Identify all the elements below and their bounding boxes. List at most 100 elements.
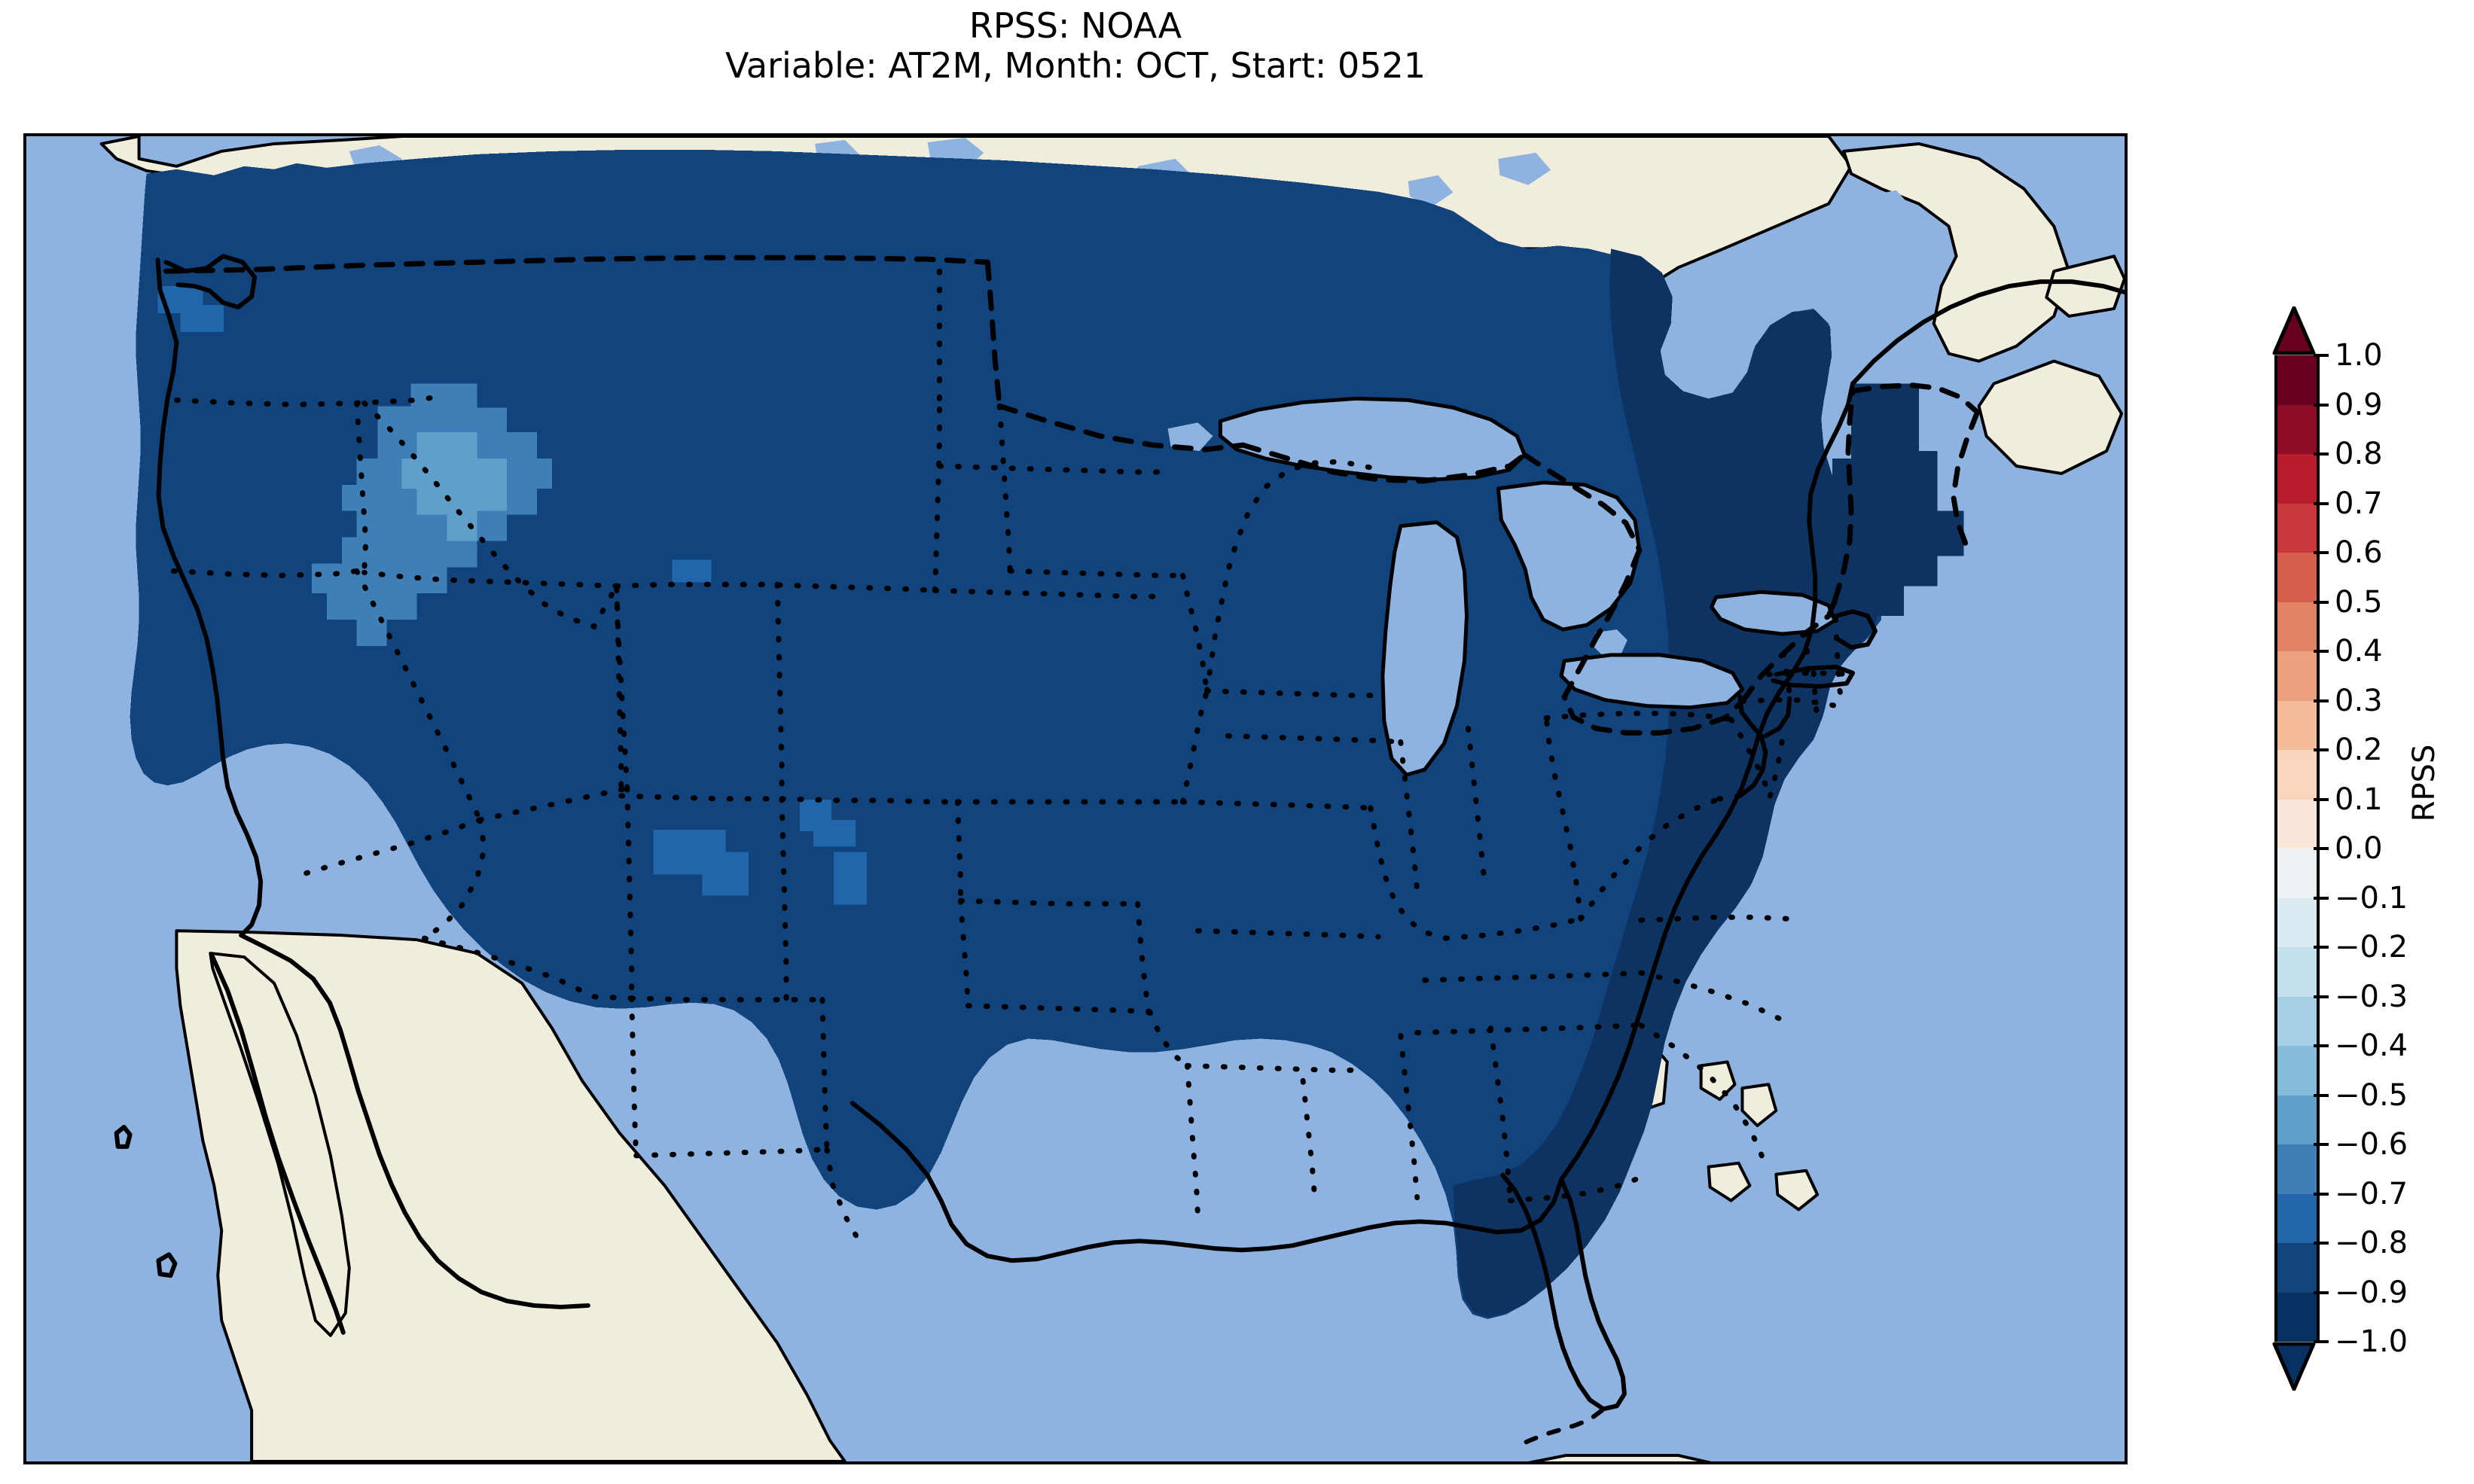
colorbar-tick: [2314, 354, 2329, 357]
colorbar-segment: [2277, 799, 2317, 849]
border-ok-ks-east: [1135, 900, 1153, 1024]
border-lake-superior: [1240, 442, 1527, 484]
nova-scotia: [1977, 359, 2124, 475]
colorbar-segment: [2277, 1095, 2317, 1144]
lake-ontario: [1711, 592, 1835, 634]
shoreline-huron: [1496, 480, 1642, 632]
colorbar-extend-top-arrow: [2272, 306, 2316, 355]
border-ct-ri: [1811, 670, 1820, 716]
colorbar-tick: [2314, 1291, 2329, 1294]
rpss-cell-group-idaho-core: [401, 432, 508, 541]
border-az-nm-south: [629, 995, 639, 1159]
coastline-florida-keys: [1514, 1408, 1604, 1449]
map-graphic: [26, 136, 2125, 1461]
coastline-long-island: [1771, 664, 1856, 689]
colorbar-tick: [2314, 699, 2329, 702]
colorbar-tick-label: 1.0: [2335, 338, 2383, 373]
colorbar-tick-label: 0.6: [2335, 535, 2383, 570]
colorbar-segment: [2277, 454, 2317, 504]
colorbar-tick: [2314, 797, 2329, 801]
lake-canada-10: [1865, 190, 1910, 221]
shoreline-ontario: [1710, 590, 1837, 636]
colorbar-segment: [2277, 1046, 2317, 1095]
colorbar-axis-label: RPSS: [2407, 744, 2442, 822]
colorbar-tick: [2314, 1044, 2329, 1047]
border-or-id: [354, 400, 369, 574]
colorbar-segment: [2277, 700, 2317, 750]
shoreline-erie: [1559, 653, 1744, 710]
border-tx-mexico-rio: [824, 1147, 863, 1245]
lake-canada-6: [1408, 175, 1454, 208]
border-ca-nv-south: [301, 817, 483, 877]
border-ma-ct-ri: [1765, 670, 1859, 678]
border-nc-sc: [1638, 970, 1783, 1022]
rpss-cell-kansas-4: [813, 819, 856, 847]
colorbar-tick-label: 0.7: [2335, 486, 2383, 521]
colorbar-tick: [2314, 1242, 2329, 1245]
colorbar-ticks: 1.0 0.9 0.8 0.7 0.6 0.5 0.4 0.3 0.2 0.1 0.0 −0.1 −0.…: [2314, 233, 2472, 1359]
border-nv-id-or: [361, 569, 620, 589]
coastline-gulf-california: [239, 933, 590, 1309]
rpss-cell-nw-3: [672, 559, 712, 583]
colorbar-tick: [2314, 847, 2329, 850]
rpss-cell-group-maine: [1832, 383, 1964, 617]
title-line-primary: RPSS: NOAA: [969, 5, 1182, 46]
colorbar-segment: [2277, 996, 2317, 1046]
colorbar-segment: [2277, 602, 2317, 651]
border-huron-north: [1521, 452, 1643, 553]
colorbar-tick-label: −0.3: [2335, 979, 2408, 1014]
border-co-ks: [954, 799, 963, 904]
border-pa-ny: [1739, 697, 1847, 711]
lake-michigan: [1382, 522, 1467, 776]
border-ontario: [1739, 598, 1838, 705]
border-ia-mo: [1180, 799, 1374, 811]
bahamas-rum: [1740, 1083, 1778, 1128]
border-wy-co: [618, 793, 785, 802]
border-ok-ar-tx: [1147, 1009, 1191, 1068]
rpss-cell-kansas-5: [833, 852, 867, 905]
border-or-ca: [170, 568, 360, 578]
colorbar-tick: [2314, 896, 2329, 900]
coastline-pacific: [155, 257, 264, 938]
colorbar-tick-label: −0.1: [2335, 880, 2408, 916]
border-maine-north: [1850, 382, 1981, 415]
island-pacific-1: [114, 1125, 133, 1149]
colorbar-tick-label: 0.4: [2335, 634, 2383, 669]
lake-small-west: [1167, 422, 1213, 452]
border-ny-vt-ma: [1832, 598, 1847, 711]
colorbar-tick-label: −0.8: [2335, 1226, 2408, 1260]
lake-huron: [1498, 482, 1640, 630]
map-plot-area: [23, 133, 2128, 1464]
shoreline-michigan: [1380, 520, 1469, 777]
colorbar-tick-label: −1.0: [2335, 1324, 2408, 1359]
colorbar-segment: [2277, 1243, 2317, 1293]
colorbar-tick-label: −0.5: [2335, 1077, 2408, 1113]
border-nv-ut: [614, 583, 630, 791]
colorbar-tick-label: −0.9: [2335, 1275, 2408, 1310]
colorbar-segment: [2277, 651, 2317, 701]
border-md-va: [1716, 793, 1743, 802]
border-minnesota-north: [984, 259, 1002, 409]
colorbar-extend-bottom-arrow: [2272, 1342, 2316, 1391]
border-il-mo: [1368, 805, 1449, 941]
coastline-atlantic: [1559, 381, 1856, 1182]
colorbar-segment: [2277, 503, 2317, 553]
coastline-st-lawrence: [1850, 279, 2125, 386]
rpss-cell-group-idaho-montana: [311, 383, 552, 646]
border-ut-co-az-nm: [624, 785, 635, 1001]
colorbar-segment: [2277, 355, 2317, 405]
border-ky-north: [1443, 916, 1584, 941]
border-nh-me-sw: [1780, 651, 1792, 697]
lake-canada-7: [1498, 152, 1551, 185]
colorbar-tick: [2314, 946, 2329, 949]
colorbar-tick: [2314, 551, 2329, 554]
bahamas-long: [1707, 1161, 1752, 1202]
border-sd-ne: [932, 587, 1164, 599]
colorbar-segment: [2277, 553, 2317, 602]
colorbar-tick-label: 0.3: [2335, 683, 2383, 718]
colorbar-tick-label: −0.2: [2335, 930, 2408, 964]
colorbar-gradient: [2274, 355, 2320, 1342]
lake-superior: [1220, 398, 1525, 480]
colorbar-tick-label: 0.8: [2335, 437, 2383, 471]
